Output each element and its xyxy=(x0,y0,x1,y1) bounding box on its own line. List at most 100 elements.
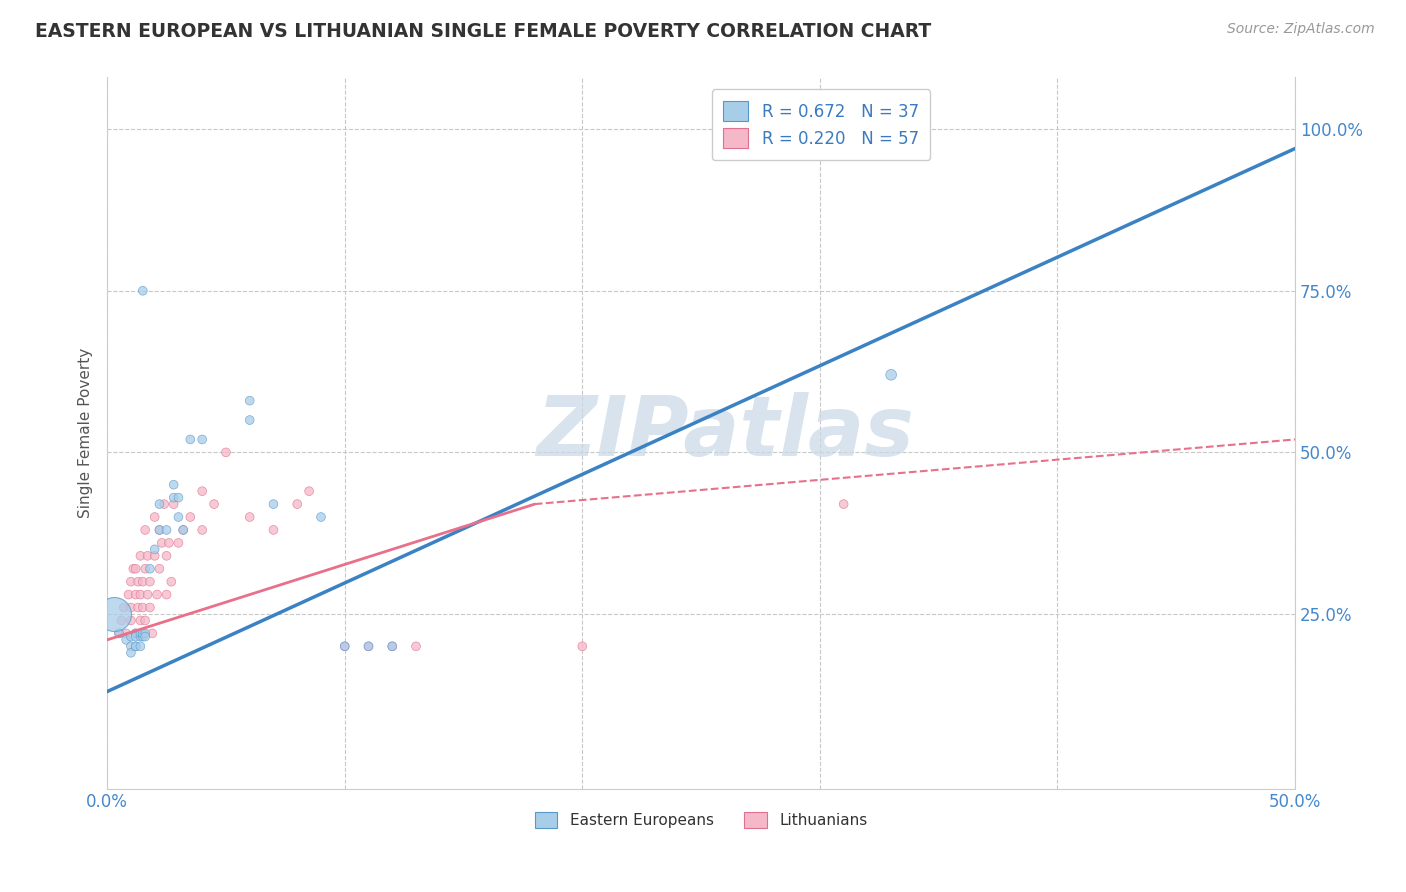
Point xyxy=(129,626,152,640)
Point xyxy=(134,626,156,640)
Point xyxy=(112,600,135,615)
Point xyxy=(160,574,183,589)
Point xyxy=(120,614,142,628)
Point xyxy=(163,497,186,511)
Point xyxy=(134,614,156,628)
Point xyxy=(134,523,156,537)
Point xyxy=(191,484,214,499)
Point xyxy=(167,536,190,550)
Point xyxy=(124,640,146,654)
Point xyxy=(115,626,138,640)
Text: Source: ZipAtlas.com: Source: ZipAtlas.com xyxy=(1227,22,1375,37)
Point xyxy=(136,549,159,563)
Point xyxy=(120,574,142,589)
Point xyxy=(167,510,190,524)
Point xyxy=(132,600,155,615)
Point xyxy=(172,523,194,537)
Point xyxy=(202,497,225,511)
Point xyxy=(179,433,201,447)
Point xyxy=(129,588,152,602)
Point xyxy=(239,510,262,524)
Point xyxy=(108,626,131,640)
Point xyxy=(132,626,155,640)
Text: ZIPatlas: ZIPatlas xyxy=(536,392,914,474)
Point xyxy=(239,413,262,427)
Point xyxy=(381,640,404,654)
Point xyxy=(120,630,142,644)
Point xyxy=(127,574,149,589)
Point xyxy=(146,588,169,602)
Point xyxy=(122,562,145,576)
Point xyxy=(150,536,173,550)
Point xyxy=(143,510,166,524)
Point xyxy=(132,626,155,640)
Point xyxy=(163,491,186,505)
Point xyxy=(832,497,855,511)
Y-axis label: Single Female Poverty: Single Female Poverty xyxy=(79,348,93,518)
Legend: Eastern Europeans, Lithuanians: Eastern Europeans, Lithuanians xyxy=(529,806,873,834)
Point xyxy=(139,600,162,615)
Point xyxy=(132,284,155,298)
Point xyxy=(143,542,166,557)
Point xyxy=(405,640,427,654)
Point xyxy=(215,445,238,459)
Point xyxy=(129,549,152,563)
Point xyxy=(139,562,162,576)
Point xyxy=(155,588,177,602)
Point xyxy=(117,588,139,602)
Point xyxy=(127,600,149,615)
Point xyxy=(124,562,146,576)
Point xyxy=(115,632,138,647)
Point xyxy=(129,640,152,654)
Point xyxy=(262,497,284,511)
Point xyxy=(148,562,170,576)
Point xyxy=(381,640,404,654)
Point xyxy=(120,640,142,654)
Point xyxy=(120,600,142,615)
Point xyxy=(124,626,146,640)
Point xyxy=(157,536,180,550)
Point xyxy=(357,640,380,654)
Point xyxy=(148,523,170,537)
Point xyxy=(103,607,125,621)
Point xyxy=(132,630,155,644)
Point xyxy=(139,574,162,589)
Point xyxy=(333,640,356,654)
Point xyxy=(155,549,177,563)
Point xyxy=(298,484,321,499)
Point xyxy=(120,646,142,660)
Point xyxy=(124,630,146,644)
Point xyxy=(262,523,284,537)
Point xyxy=(134,630,156,644)
Point xyxy=(309,510,332,524)
Point xyxy=(163,477,186,491)
Point xyxy=(571,640,593,654)
Point xyxy=(357,640,380,654)
Point xyxy=(191,433,214,447)
Point xyxy=(333,640,356,654)
Point xyxy=(129,630,152,644)
Point xyxy=(110,614,132,628)
Point xyxy=(148,523,170,537)
Point xyxy=(239,393,262,408)
Point xyxy=(132,574,155,589)
Point xyxy=(179,510,201,524)
Point xyxy=(141,626,163,640)
Point xyxy=(148,497,170,511)
Point xyxy=(124,640,146,654)
Point xyxy=(155,523,177,537)
Point xyxy=(124,626,146,640)
Text: EASTERN EUROPEAN VS LITHUANIAN SINGLE FEMALE POVERTY CORRELATION CHART: EASTERN EUROPEAN VS LITHUANIAN SINGLE FE… xyxy=(35,22,931,41)
Point xyxy=(136,588,159,602)
Point xyxy=(108,626,131,640)
Point xyxy=(134,562,156,576)
Point xyxy=(172,523,194,537)
Point xyxy=(153,497,176,511)
Point xyxy=(129,614,152,628)
Point xyxy=(880,368,903,382)
Point xyxy=(143,549,166,563)
Point xyxy=(285,497,308,511)
Point xyxy=(124,588,146,602)
Point xyxy=(191,523,214,537)
Point xyxy=(167,491,190,505)
